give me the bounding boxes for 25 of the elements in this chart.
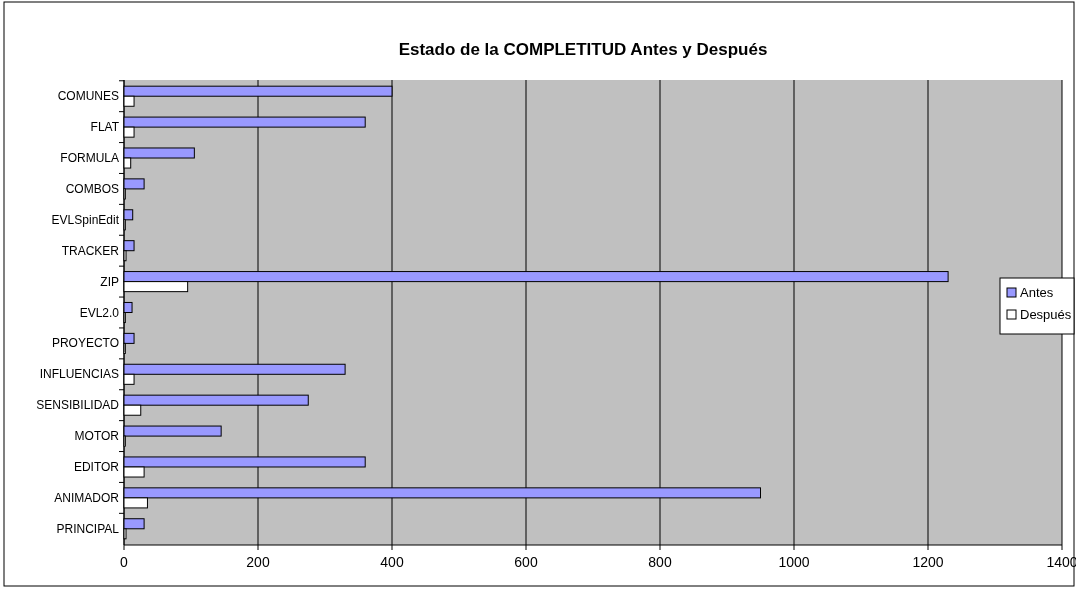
- y-tick-label: EVL2.0: [79, 305, 120, 320]
- x-tick-label: 1000: [778, 554, 810, 570]
- x-tick-label: 1200: [912, 554, 944, 570]
- chart-title: Estado de la COMPLETITUD Antes y Después: [398, 40, 768, 59]
- y-tick-label: COMUNES: [57, 89, 119, 104]
- y-tick-label: ZIP: [100, 274, 119, 289]
- y-tick-label: PROYECTO: [51, 336, 119, 351]
- y-tick-label: INFLUENCIAS: [39, 367, 119, 382]
- x-tick-label: 200: [246, 554, 270, 570]
- legend-label: Antes: [1020, 285, 1054, 300]
- y-tick-label: EDITOR: [73, 459, 120, 474]
- y-tick-label: FLAT: [90, 120, 120, 135]
- y-tick-label: COMBOS: [65, 181, 119, 196]
- y-tick-label: TRACKER: [61, 243, 120, 258]
- y-tick-label: FORMULA: [60, 151, 119, 166]
- y-tick-label: SENSIBILIDAD: [36, 398, 120, 413]
- y-tick-label: ANIMADOR: [54, 490, 120, 505]
- y-tick-label: MOTOR: [74, 429, 120, 444]
- y-tick-label: PRINCIPAL: [56, 521, 120, 536]
- x-tick-label: 400: [380, 554, 404, 570]
- x-tick-label: 0: [120, 554, 129, 570]
- x-tick-label: 800: [648, 554, 672, 570]
- x-tick-label: 600: [514, 554, 538, 570]
- y-tick-label: EVLSpinEdit: [51, 212, 120, 227]
- legend-label: Después: [1020, 307, 1072, 322]
